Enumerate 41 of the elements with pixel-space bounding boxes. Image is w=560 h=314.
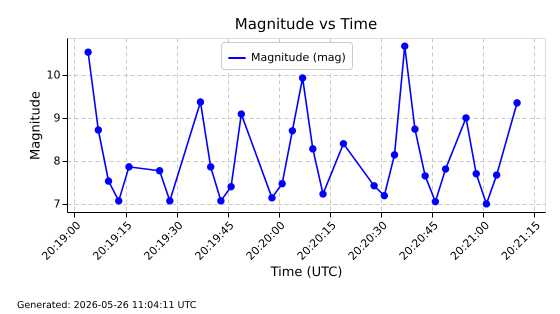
point [227, 182, 235, 190]
point [206, 163, 214, 171]
point [492, 171, 500, 179]
point [319, 190, 327, 198]
point [166, 197, 174, 205]
point [421, 172, 429, 180]
y-axis-title: Magnitude [28, 91, 44, 160]
point [238, 110, 246, 118]
point [380, 192, 388, 200]
text: Generated: 2026-05-26 11:04:11 UTC [17, 300, 197, 311]
point [442, 165, 450, 173]
x-axis-title: Time (UTC) [270, 265, 342, 280]
point [432, 198, 440, 206]
point [340, 140, 348, 148]
point [309, 145, 317, 153]
point [513, 99, 521, 107]
point [298, 74, 306, 82]
point [411, 125, 419, 133]
point [217, 197, 225, 205]
point [472, 170, 480, 178]
point [370, 182, 378, 190]
y-tick-label: 8 [54, 154, 60, 168]
point [115, 197, 122, 205]
point [288, 127, 296, 134]
y-tick-label: 10 [46, 68, 60, 82]
point [94, 126, 102, 134]
point [482, 200, 490, 208]
point [462, 114, 470, 122]
point [401, 42, 408, 50]
y-tick-label: 7 [54, 197, 60, 210]
point [84, 48, 92, 56]
legend-label: Magnitude (mag) [251, 51, 346, 64]
point [268, 194, 276, 202]
point [156, 167, 164, 174]
point [390, 151, 398, 159]
point [125, 163, 133, 171]
chart-title: Magnitude vs Time [234, 15, 378, 33]
point [104, 177, 112, 185]
y-tick-label: 9 [54, 111, 60, 124]
point [278, 180, 286, 188]
point [196, 98, 204, 106]
